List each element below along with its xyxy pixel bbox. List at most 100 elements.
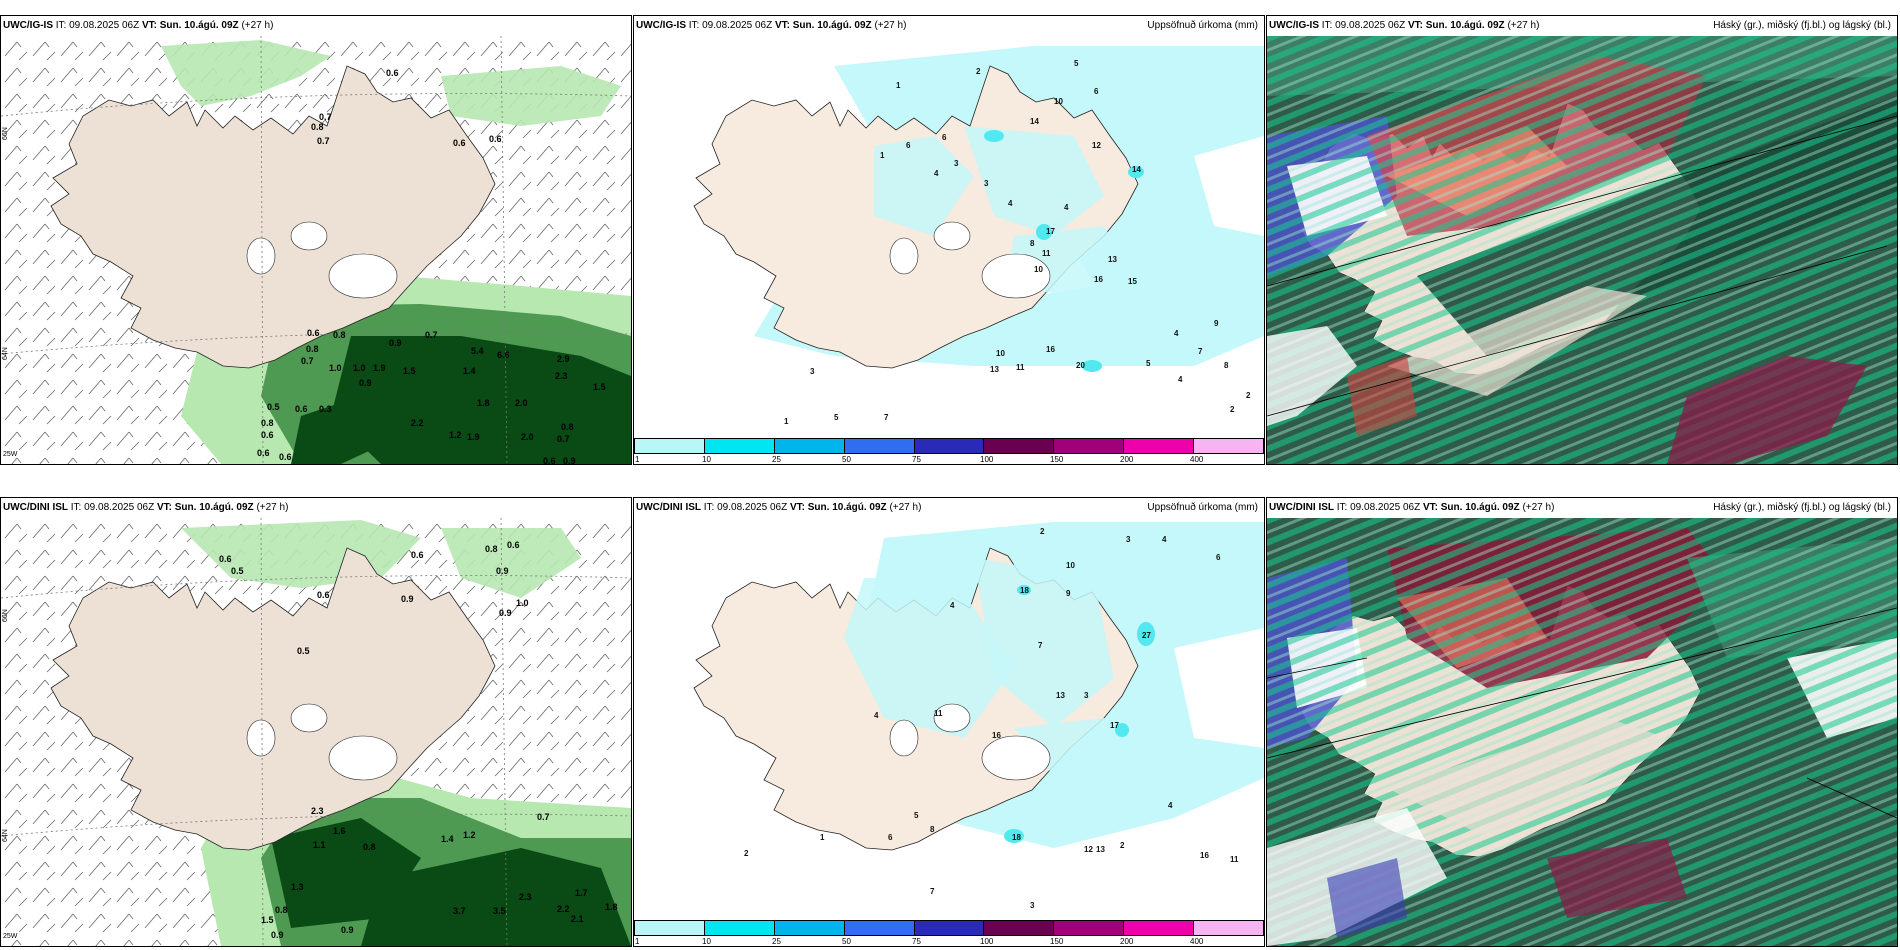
value-label: 0.9 — [389, 338, 402, 348]
value-label: 10 — [1034, 265, 1043, 274]
value-label: 4 — [874, 711, 879, 720]
legend-swatch — [914, 921, 985, 935]
legend-tick: 25 — [772, 455, 781, 464]
panel-header: UWC/IG-IS IT: 09.08.2025 06Z VT: Sun. 10… — [634, 16, 1264, 36]
value-label: 0.9 — [401, 594, 414, 604]
value-label: 0.7 — [425, 330, 438, 340]
value-label: 1.5 — [403, 366, 416, 376]
value-label: 13 — [990, 365, 999, 374]
legend-swatch — [1124, 439, 1195, 453]
legend-tick: 10 — [702, 937, 711, 946]
value-label: 3.5 — [493, 906, 506, 916]
value-label: 14 — [1132, 165, 1141, 174]
lead-time: (+27 h) — [874, 20, 907, 31]
legend-tick: 75 — [912, 455, 921, 464]
precip-legend: 1 10 25 50 75 100 150 200 400 — [634, 436, 1264, 464]
value-label: 2 — [1246, 391, 1251, 400]
value-label: 0.9 — [271, 930, 284, 940]
value-labels: 0.6 0.8 0.6 0.5 0.6 0.6 0.9 0.9 1.0 0.9 … — [219, 540, 618, 940]
value-label: 5 — [1074, 59, 1079, 68]
value-label: 0.3 — [319, 404, 332, 414]
panel-cloud-row1: UWC/IG-IS IT: 09.08.2025 06Z VT: Sun. 10… — [1266, 15, 1898, 465]
value-label: 11 — [1042, 249, 1051, 258]
value-label: 10 — [1066, 561, 1075, 570]
value-label: 0.6 — [219, 554, 232, 564]
value-label: 6 — [1094, 87, 1099, 96]
value-label: 0.9 — [341, 925, 354, 935]
init-time: IT: 09.08.2025 06Z — [1321, 20, 1406, 31]
value-label: 18 — [1020, 586, 1029, 595]
value-label: 18 — [1012, 833, 1021, 842]
valid-time: VT: Sun. 10.ágú. 09Z — [141, 20, 239, 31]
legend-tick: 400 — [1190, 455, 1204, 464]
lead-time: (+27 h) — [256, 502, 289, 513]
value-label: 2.1 — [571, 914, 584, 924]
panel-header: UWC/IG-IS IT: 09.08.2025 06Z VT: Sun. 10… — [1, 16, 631, 36]
model-name: UWC/IG-IS — [636, 20, 686, 31]
value-label: 2.3 — [555, 371, 568, 381]
value-label: 8 — [1030, 239, 1035, 248]
panel-header: UWC/DINI ISL IT: 09.08.2025 06Z VT: Sun.… — [634, 498, 1264, 518]
value-label: 6 — [1216, 553, 1221, 562]
value-label: 1.4 — [463, 366, 476, 376]
value-label: 1 — [820, 833, 825, 842]
precip-title: Uppsöfnuð úrkoma (mm) — [1147, 20, 1258, 31]
cloud-map — [1267, 36, 1897, 464]
value-label: 5 — [1146, 359, 1151, 368]
value-label: 1.1 — [313, 840, 326, 850]
value-label: 2.2 — [557, 904, 570, 914]
init-time: IT: 09.08.2025 06Z — [703, 502, 788, 513]
cloud-title: Háský (gr.), miðský (fj.bl.) og lágský (… — [1713, 20, 1891, 31]
value-label: 4 — [1174, 329, 1179, 338]
legend-swatch — [984, 439, 1055, 453]
legend-tick: 10 — [702, 455, 711, 464]
legend-swatch — [635, 921, 705, 935]
value-label: 0.6 — [317, 590, 330, 600]
value-label: 5.4 — [471, 346, 484, 356]
value-label: 17 — [1046, 227, 1055, 236]
value-label: 0.8 — [333, 330, 346, 340]
init-time: IT: 09.08.2025 06Z — [1336, 502, 1421, 513]
value-label: 1 — [880, 151, 885, 160]
value-label: 0.6 — [507, 540, 520, 550]
value-label: 7 — [1038, 641, 1043, 650]
value-label: 0.6 — [307, 328, 320, 338]
value-label: 12 — [1092, 141, 1101, 150]
value-label: 17 — [1110, 721, 1119, 730]
value-label: 0.6 — [489, 134, 502, 144]
value-label: 1.0 — [353, 363, 366, 373]
value-label: 16 — [992, 731, 1001, 740]
value-label: 0.8 — [485, 544, 498, 554]
value-label: 3 — [1030, 901, 1035, 910]
value-label: 6 — [888, 833, 893, 842]
value-label: 0.8 — [275, 905, 288, 915]
value-label: 9 — [1066, 589, 1071, 598]
value-label: 0.9 — [499, 608, 512, 618]
value-label: 0.5 — [231, 566, 244, 576]
value-label: 14 — [1030, 117, 1039, 126]
value-label: 1 — [896, 81, 901, 90]
lead-time: (+27 h) — [889, 502, 922, 513]
value-label: 0.7 — [301, 356, 314, 366]
value-label: 1.8 — [477, 398, 490, 408]
value-label: 5 — [914, 811, 919, 820]
value-label: 0.5 — [297, 646, 310, 656]
panel-wind-row1: UWC/IG-IS IT: 09.08.2025 06Z VT: Sun. 10… — [0, 15, 632, 465]
value-label: 0.8 — [261, 418, 274, 428]
value-label: 3 — [1084, 691, 1089, 700]
value-label: 1.8 — [605, 902, 618, 912]
legend-tick: 1 — [635, 455, 640, 464]
legend-tick: 200 — [1120, 455, 1134, 464]
value-label: 3 — [954, 159, 959, 168]
value-label: 0.8 — [306, 344, 319, 354]
valid-time: VT: Sun. 10.ágú. 09Z — [774, 20, 872, 31]
wind-map: 66N 64N 25W 0.6 0.8 0.6 0.5 0.6 0.6 0.9 … — [1, 518, 631, 946]
value-label: 1.0 — [516, 598, 529, 608]
value-label: 1.2 — [449, 430, 462, 440]
value-label: 0.6 — [261, 430, 274, 440]
legend-swatch — [1194, 439, 1264, 453]
value-label: 2 — [744, 849, 749, 858]
value-label: 2.3 — [311, 806, 324, 816]
value-labels: 2 3 4 6 10 18 9 27 4 11 7 4 16 18 17 13 … — [744, 527, 1239, 910]
value-label: 0.8 — [561, 422, 574, 432]
